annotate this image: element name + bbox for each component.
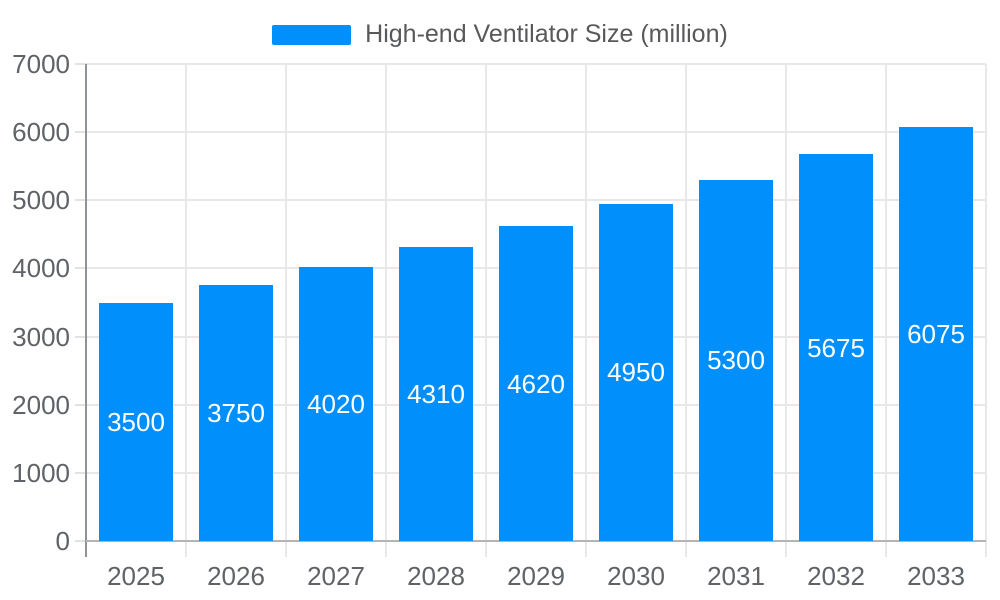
gridline-h — [86, 131, 986, 134]
gridline-v — [985, 64, 987, 557]
y-axis-label: 0 — [55, 526, 70, 556]
bar-2031[interactable] — [699, 179, 773, 541]
y-tick — [75, 471, 86, 474]
y-axis-label: 1000 — [12, 457, 70, 488]
x-axis-label: 2031 — [707, 561, 765, 591]
legend-label: High-end Ventilator Size (million) — [365, 20, 728, 48]
y-axis-label: 3000 — [12, 321, 70, 352]
x-axis-label: 2030 — [607, 561, 665, 591]
y-axis-label: 6000 — [12, 117, 70, 148]
bar-2033[interactable] — [899, 127, 973, 541]
gridline-v — [485, 64, 487, 557]
gridline-v — [585, 64, 587, 557]
bar-2026[interactable] — [199, 285, 273, 541]
gridline-v — [285, 64, 287, 557]
x-axis-label: 2028 — [407, 561, 465, 591]
y-tick — [75, 63, 86, 65]
x-axis-label: 2025 — [107, 561, 165, 591]
y-axis-label: 4000 — [12, 253, 70, 284]
y-tick — [75, 131, 86, 134]
x-axis-label: 2026 — [207, 561, 265, 591]
bar-2027[interactable] — [299, 267, 373, 541]
legend-item[interactable]: High-end Ventilator Size (million) — [272, 22, 728, 47]
y-tick — [75, 540, 86, 542]
y-tick — [75, 335, 86, 338]
bar-2028[interactable] — [399, 247, 473, 541]
gridline-v — [885, 64, 887, 557]
bar-2032[interactable] — [799, 154, 873, 541]
x-axis-label: 2033 — [907, 561, 965, 591]
y-tick — [75, 267, 86, 270]
x-axis-label: 2032 — [807, 561, 865, 591]
bar-2030[interactable] — [599, 203, 673, 541]
bar-2025[interactable] — [99, 302, 173, 541]
gridline-v — [385, 64, 387, 557]
x-axis-label: 2027 — [307, 561, 365, 591]
y-axis-label: 7000 — [12, 49, 70, 79]
plot-area: 0 1000 2000 3000 4000 5000 6000 7000 3500 2025 375… — [12, 51, 987, 589]
bar-2029[interactable] — [499, 226, 573, 541]
y-axis-line — [85, 64, 87, 557]
y-axis-label: 2000 — [12, 389, 70, 420]
gridline-h — [86, 63, 986, 65]
x-axis-label: 2029 — [507, 561, 565, 591]
gridline-v — [785, 64, 787, 557]
gridline-v — [185, 64, 187, 557]
legend: High-end Ventilator Size (million) — [0, 22, 1000, 47]
legend-swatch — [272, 24, 352, 45]
gridline-v — [685, 64, 687, 557]
y-tick — [75, 199, 86, 202]
y-tick — [75, 403, 86, 406]
y-axis-label: 5000 — [12, 185, 70, 216]
